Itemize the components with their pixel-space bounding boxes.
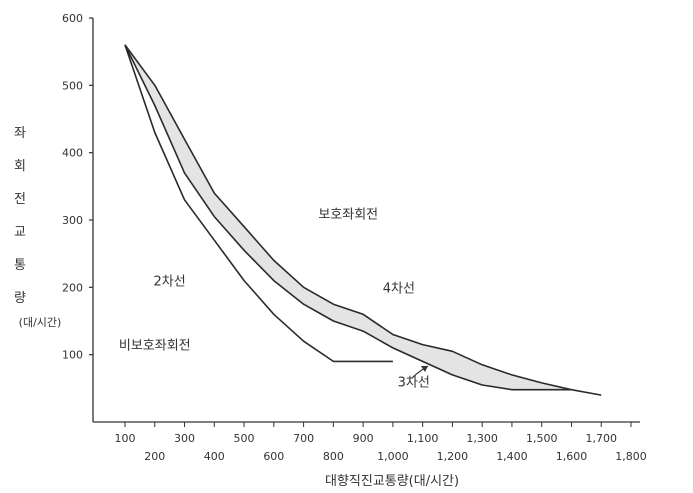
x-tick-label-lower: 1,000 — [377, 450, 409, 463]
x-tick-label-upper: 700 — [293, 432, 314, 445]
x-tick-label-upper: 500 — [234, 432, 255, 445]
x-tick-label-lower: 600 — [263, 450, 284, 463]
y-axis-label-char: 전 — [14, 192, 26, 207]
y-tick-label: 600 — [62, 12, 83, 25]
y-tick-label: 200 — [62, 281, 83, 294]
x-tick-label-lower: 1,800 — [615, 450, 647, 463]
y-axis-label-char: 량 — [14, 291, 26, 306]
x-tick-label-lower: 1,200 — [437, 450, 469, 463]
annotation-permissive-left: 비보호좌회전 — [119, 339, 191, 354]
x-tick-label-upper: 1,700 — [585, 432, 617, 445]
line-2-lane — [124, 44, 393, 363]
x-tick-label-lower: 800 — [323, 450, 344, 463]
line-3-lane — [124, 44, 572, 391]
x-tick-label-upper: 900 — [353, 432, 374, 445]
y-tick-label: 300 — [62, 214, 83, 227]
y-tick-label: 500 — [62, 79, 83, 92]
y-axis-label-char: 교 — [14, 225, 26, 240]
y-tick-label: 400 — [62, 147, 83, 160]
annotation-protected-left: 보호좌회전 — [318, 207, 378, 222]
band-3-4-lane-area — [125, 44, 602, 396]
y-ticks: 100 200 300 400 500 600 — [62, 12, 93, 362]
x-tick-label-lower: 400 — [204, 450, 225, 463]
annotation-4-lane: 4차선 — [383, 281, 415, 296]
y-axis-label-char: 통 — [14, 258, 26, 273]
line-4-lane — [124, 44, 602, 396]
x-tick-label-lower: 1,400 — [496, 450, 528, 463]
annotation-2-lane: 2차선 — [154, 275, 186, 290]
x-tick-label-upper: 1,300 — [466, 432, 498, 445]
y-tick-label: 100 — [62, 349, 83, 362]
series-layer — [124, 44, 602, 396]
x-tick-label-lower: 1,600 — [556, 450, 588, 463]
3-lane-arrowhead-icon — [421, 366, 428, 372]
y-axis-label-char: 좌 — [14, 126, 26, 141]
x-axis-label: 대향직진교통량(대/시간) — [325, 474, 459, 489]
y-axis-label-char: 회 — [14, 159, 26, 174]
x-tick-label-upper: 1,100 — [407, 432, 439, 445]
x-tick-label-lower: 200 — [144, 450, 165, 463]
x-tick-label-upper: 300 — [174, 432, 195, 445]
x-tick-label-upper: 100 — [115, 432, 136, 445]
x-ticks: 100 300 500 700 900 1,100 1,300 1,500 1,700 200 40… — [115, 422, 647, 463]
x-tick-label-upper: 1,500 — [526, 432, 558, 445]
annotation-3-lane: 3차선 — [398, 376, 430, 391]
y-axis-unit: (대/시간) — [19, 316, 62, 329]
